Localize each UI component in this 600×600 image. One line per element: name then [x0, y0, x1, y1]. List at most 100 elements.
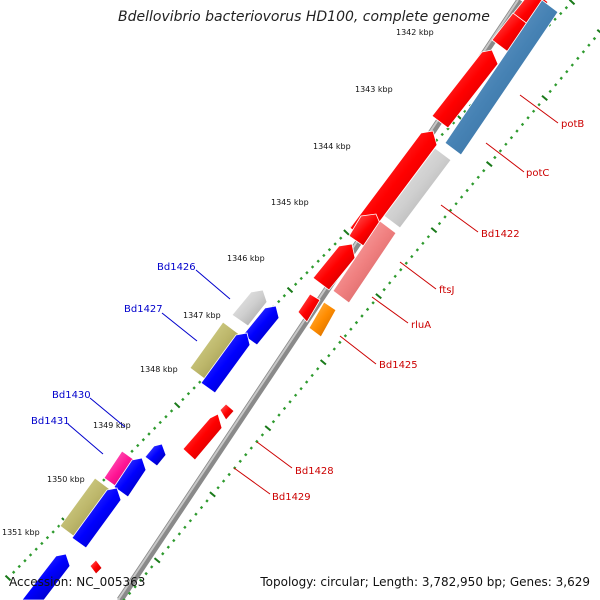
ruler-tick-minor [559, 11, 563, 16]
ruler-tick-minor [188, 519, 193, 523]
connector-Bd1422 [440, 204, 479, 233]
gene-feature-Bd1427-blue[interactable] [200, 332, 251, 394]
ruler-tick-minor [192, 386, 196, 390]
gene-label-Bd1427[interactable]: Bd1427 [124, 304, 163, 315]
gene-feature-potC-grey[interactable] [383, 147, 452, 229]
accession-label: Accession: NC_005363 [9, 575, 146, 589]
ruler-tick-minor [565, 69, 569, 74]
ruler-tick-minor [559, 76, 563, 80]
connector-potC [485, 142, 525, 173]
ruler-tick-minor [332, 347, 336, 351]
ruler-tick-minor [310, 265, 315, 269]
ruler-tick-minor [327, 247, 332, 252]
ruler-tick-minor [388, 281, 392, 285]
ruler-tick-minor [463, 109, 467, 114]
ruler-tick-minor [169, 409, 174, 413]
gene-feature-Bd1430[interactable] [144, 443, 167, 467]
ruler-tick-minor [440, 132, 444, 137]
ruler-tick-minor [11, 570, 16, 574]
ruler-tick-minor [147, 432, 151, 436]
ruler-tick-minor [57, 524, 61, 528]
ruler-tick-minor [130, 449, 134, 453]
ruler-tick-minor [454, 202, 458, 206]
gene-label-ftsJ[interactable]: ftsJ [439, 285, 454, 296]
gene-label-potC[interactable]: potC [526, 168, 549, 179]
gene-feature-blue-bottom[interactable] [21, 553, 71, 600]
gene-feature-orange[interactable] [308, 301, 337, 338]
gene-feature-small[interactable] [297, 293, 321, 323]
ruler-tick-minor [415, 248, 420, 252]
ruler-tick-minor [316, 259, 320, 263]
ruler-label-1351: 1351 kbp [2, 528, 40, 537]
gene-label-Bd1431[interactable]: Bd1431 [31, 416, 70, 427]
ruler-tick-minor [299, 386, 303, 391]
ruler-tick-minor [205, 499, 209, 503]
ruler-tick-minor [194, 512, 198, 516]
ruler-tick-minor [238, 459, 242, 464]
ruler-tick-minor [51, 530, 55, 534]
gene-feature-Bd1431-blue[interactable] [113, 457, 147, 498]
ruler-tick-minor [553, 17, 557, 21]
gene-label-Bd1428[interactable]: Bd1428 [295, 466, 334, 477]
ruler-tick-minor [333, 242, 337, 246]
gene-label-Bd1430[interactable]: Bd1430 [52, 390, 91, 401]
ruler-tick-minor [360, 314, 364, 318]
ruler-tick-minor [437, 221, 442, 226]
ruler-tick-minor [471, 182, 475, 186]
ruler-tick-minor [482, 168, 486, 173]
ruler-tick-minor [564, 6, 569, 10]
ruler-label-1350: 1350 kbp [47, 475, 85, 484]
ruler-tick-minor [399, 268, 403, 272]
gene-label-Bd1425[interactable]: Bd1425 [379, 360, 418, 371]
ruler-tick-minor [102, 478, 106, 482]
gene-feature-potB[interactable] [431, 49, 499, 129]
ruler-tick-minor [581, 50, 586, 54]
connector-ftsJ [399, 261, 437, 290]
ruler-tick-minor [371, 301, 375, 305]
ruler-label-1342: 1342 kbp [396, 28, 434, 37]
gene-feature-Bd1426[interactable] [231, 289, 268, 327]
gene-feature-Bd1428[interactable] [182, 413, 223, 461]
ruler-tick-minor [434, 138, 439, 142]
connector-Bd1428 [256, 441, 293, 469]
gene-label-Bd1429[interactable]: Bd1429 [272, 492, 311, 503]
gene-feature-Bd1429-arrowhead[interactable] [219, 403, 235, 421]
ruler-tick-minor [181, 397, 185, 402]
gene-label-rluA[interactable]: rluA [411, 320, 431, 331]
ruler-tick-minor [592, 36, 597, 41]
map-title: Bdellovibrio bacteriovorus HD100, comple… [118, 9, 490, 25]
ruler-tick-minor [498, 149, 503, 153]
ruler-tick-minor [172, 538, 176, 543]
ruler-tick-minor [216, 486, 220, 490]
connector-Bd1429 [233, 467, 271, 495]
ruler-tick-minor [576, 56, 580, 61]
gene-feature-lower[interactable] [89, 559, 103, 575]
gene-label-Bd1422[interactable]: Bd1422 [481, 229, 520, 240]
ruler-tick-minor [164, 415, 168, 419]
ruler-tick-minor [493, 155, 497, 160]
ruler-tick-minor [410, 254, 414, 259]
ruler-tick-minor [537, 102, 541, 107]
connector-Bd1427 [161, 312, 198, 342]
gene-label-Bd1426[interactable]: Bd1426 [157, 262, 196, 273]
gene-feature-Bd1422-pink[interactable] [332, 220, 397, 304]
ruler-tick-minor [23, 559, 27, 563]
ruler-tick-minor [304, 380, 309, 384]
gene-feature-Bd1426-blue[interactable] [242, 305, 280, 346]
ruler-tick-minor [282, 406, 287, 411]
ruler-tick-major [286, 286, 294, 294]
gene-feature-steel[interactable] [444, 0, 559, 156]
ruler-tick-minor [244, 452, 248, 457]
ruler-tick-minor [339, 236, 343, 240]
ruler-tick-minor [227, 472, 231, 477]
connector-Bd1431 [67, 423, 104, 455]
ruler-tick-minor [198, 380, 202, 384]
gene-label-potB[interactable]: potB [561, 119, 584, 130]
ruler-tick-minor [141, 438, 146, 442]
gene-feature-blue-lower[interactable] [71, 487, 122, 549]
ruler-tick-minor [365, 307, 370, 312]
ruler-tick-major [430, 227, 438, 234]
ruler-tick-minor [343, 334, 348, 338]
gene-feature-Bd1425[interactable] [312, 243, 356, 291]
